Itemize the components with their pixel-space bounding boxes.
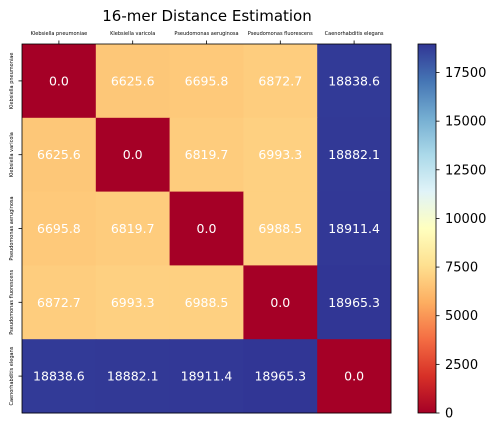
cell-value-label: 0.0 bbox=[123, 147, 143, 162]
x-tick-label: Pseudomonas aeruginosa bbox=[174, 31, 238, 37]
cell-value-label: 6695.8 bbox=[185, 73, 229, 88]
cell-value-label: 0.0 bbox=[270, 295, 290, 310]
cell-value-label: 18911.4 bbox=[181, 369, 233, 384]
heatmap-cell bbox=[95, 265, 171, 340]
heatmap-cell bbox=[243, 191, 318, 266]
heatmap-cell bbox=[95, 339, 171, 414]
cell-value-label: 6872.7 bbox=[37, 295, 81, 310]
cell-value-label: 18882.1 bbox=[328, 147, 380, 162]
heatmap-cell bbox=[169, 117, 244, 193]
cell-value-label: 18838.6 bbox=[33, 369, 85, 384]
y-tick-label: Klebsiella pneumoniae bbox=[9, 53, 15, 110]
cell-value-label: 6988.5 bbox=[258, 221, 302, 236]
heatmap-cell bbox=[169, 339, 244, 414]
colorbar-tick-label: 15000 bbox=[445, 115, 486, 130]
heatmap-cells: 0.0 6625.6 6695.8 6872.7 18838.6 6625.6 0.0 681… bbox=[22, 44, 392, 414]
colorbar-tick-label: 17500 bbox=[445, 66, 486, 81]
cell-value-label: 18838.6 bbox=[328, 73, 380, 88]
heatmap-cell bbox=[22, 339, 97, 414]
y-tick-label: Pseudomonas fluorescens bbox=[9, 269, 15, 334]
cell-value-label: 6993.3 bbox=[111, 295, 155, 310]
cell-value-label: 18911.4 bbox=[328, 221, 380, 236]
cell-value-label: 6819.7 bbox=[111, 221, 155, 236]
colorbar-tick-label: 5000 bbox=[445, 309, 478, 324]
cell-value-label: 6695.8 bbox=[37, 221, 81, 236]
x-tick-labels: Klebsiella pneumoniae Klebsiella varicola… bbox=[31, 31, 384, 44]
colorbar-tick-label: 12500 bbox=[445, 163, 486, 178]
cell-value-label: 18882.1 bbox=[107, 369, 159, 384]
heatmap-cell bbox=[169, 44, 244, 119]
cell-value-label: 6625.6 bbox=[111, 73, 155, 88]
cell-value-label: 0.0 bbox=[197, 221, 217, 236]
colorbar-gradient bbox=[417, 43, 437, 414]
heatmap-cell bbox=[317, 44, 392, 119]
x-tick-label: Pseudomonas fluorescens bbox=[248, 31, 313, 37]
x-tick-label: Klebsiella pneumoniae bbox=[31, 31, 88, 37]
heatmap-cell bbox=[317, 339, 392, 414]
cell-value-label: 18965.3 bbox=[254, 369, 306, 384]
heatmap-cell bbox=[22, 117, 97, 193]
heatmap-cell bbox=[95, 191, 171, 266]
y-tick-labels: Klebsiella pneumoniae Klebsiella varicola… bbox=[9, 53, 22, 406]
heatmap-cell bbox=[243, 117, 318, 193]
heatmap-cell bbox=[317, 117, 392, 193]
cell-value-label: 6993.3 bbox=[258, 147, 302, 162]
colorbar-tick-label: 7500 bbox=[445, 261, 478, 276]
x-tick-label: Caenorhabditis elegans bbox=[325, 31, 384, 37]
x-tick-label: Klebsiella varicola bbox=[110, 31, 155, 37]
heatmap-cell bbox=[169, 265, 244, 340]
colorbar-tick-label: 10000 bbox=[445, 212, 486, 227]
colorbar-tick-label: 2500 bbox=[445, 358, 478, 373]
y-tick-label: Pseudomonas aeruginosa bbox=[9, 196, 15, 260]
cell-value-label: 6625.6 bbox=[37, 147, 81, 162]
colorbar: 0 2500 5000 7500 10000 12500 15000 17500 bbox=[417, 43, 486, 422]
heatmap-cell bbox=[317, 265, 392, 340]
heatmap-cell bbox=[169, 191, 244, 266]
heatmap-cell bbox=[317, 191, 392, 266]
heatmap-cell bbox=[95, 117, 171, 193]
heatmap-cell bbox=[243, 265, 318, 340]
heatmap-cell bbox=[243, 44, 318, 119]
heatmap-cell bbox=[95, 44, 171, 119]
cell-value-label: 18965.3 bbox=[328, 295, 380, 310]
chart-title: 16-mer Distance Estimation bbox=[102, 7, 312, 25]
cell-value-label: 6872.7 bbox=[258, 73, 302, 88]
cell-value-label: 0.0 bbox=[344, 369, 364, 384]
colorbar-tick-label: 0 bbox=[445, 407, 453, 422]
cell-value-label: 6988.5 bbox=[185, 295, 229, 310]
y-tick-label: Klebsiella varicola bbox=[9, 132, 15, 177]
colorbar-ticks: 0 2500 5000 7500 10000 12500 15000 17500 bbox=[436, 66, 486, 422]
heatmap-cell bbox=[22, 191, 97, 266]
cell-value-label: 0.0 bbox=[49, 73, 69, 88]
y-tick-label: Caenorhabditis elegans bbox=[9, 346, 15, 405]
cell-value-label: 6819.7 bbox=[185, 147, 229, 162]
heatmap-cell bbox=[243, 339, 318, 414]
heatmap-cell bbox=[22, 265, 97, 340]
heatmap-cell bbox=[22, 44, 97, 119]
